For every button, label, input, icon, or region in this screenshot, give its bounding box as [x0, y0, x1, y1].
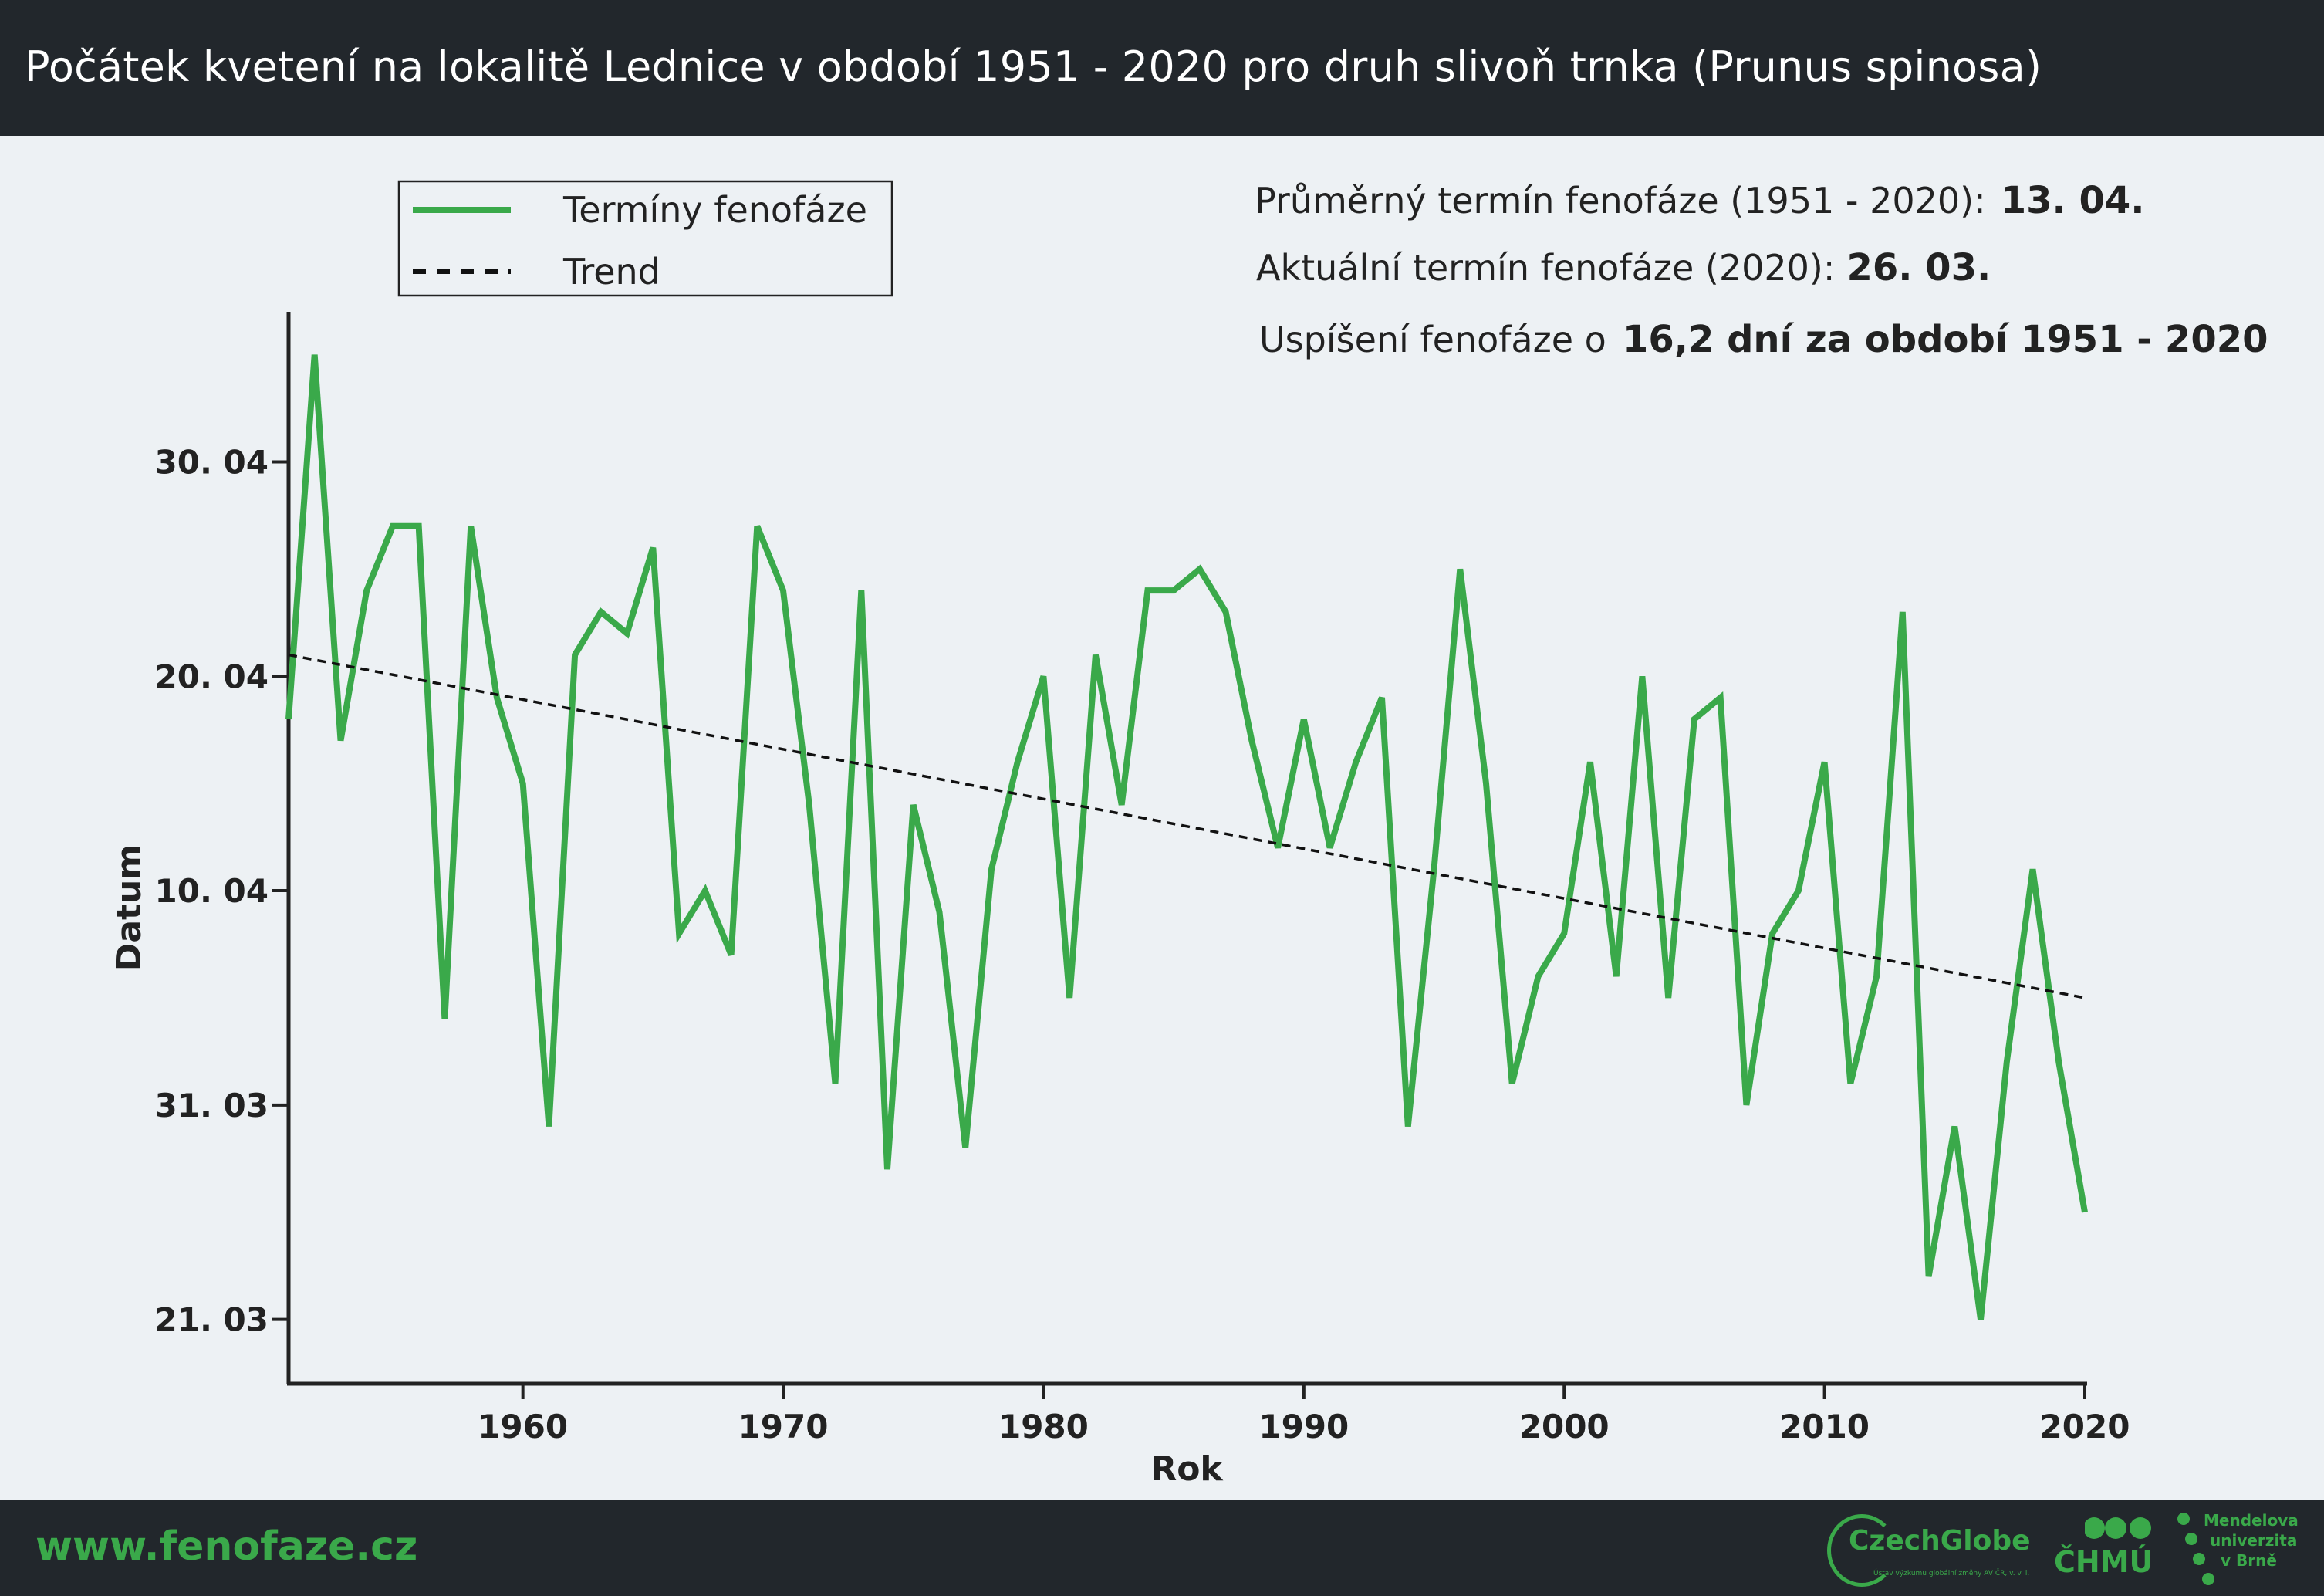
footer-url-link[interactable]: www.fenofaze.cz: [35, 1523, 418, 1570]
y-ticks: 21. 03 31. 03 10. 04 20. 04 30. 04: [155, 443, 289, 1339]
chmu-logo-text: ČHMÚ: [2054, 1545, 2153, 1579]
mendel-dots-icon: [2177, 1513, 2214, 1585]
czechglobe-logo: CzechGlobe Ústav výzkumu globální změny …: [1827, 1510, 2031, 1587]
x-ticks: 1960 1970 1980 1990 2000 2010 2020: [478, 1384, 2130, 1446]
mean-info: Průměrný termín fenofáze (1951 - 2020): …: [1255, 179, 2145, 222]
czechglobe-logo-text: CzechGlobe: [1849, 1525, 2031, 1557]
y-tick-label: 10. 04: [155, 872, 269, 910]
x-axis-label: Rok: [1150, 1449, 1224, 1489]
current-label: Aktuální termín fenofáze (2020):: [1256, 247, 1835, 289]
mean-value: 13. 04.: [2001, 179, 2145, 222]
czechglobe-ring-icon: [1827, 1514, 1897, 1587]
mendel-logo-text-2: univerzita: [2210, 1531, 2298, 1550]
x-tick-label: 1980: [998, 1408, 1089, 1446]
legend: Termíny fenofáze Trend: [397, 180, 893, 297]
shift-label: Uspíšení fenofáze o: [1259, 319, 1606, 360]
czechglobe-logo-subtext: Ústav výzkumu globální změny AV ČR, v. v…: [1873, 1570, 2030, 1577]
current-value: 26. 03.: [1846, 246, 1991, 289]
current-info: Aktuální termín fenofáze (2020): 26. 03.: [1256, 246, 1991, 289]
x-tick-label: 2020: [2040, 1408, 2130, 1446]
y-axis-label: Datum: [110, 844, 149, 971]
x-tick-label: 2000: [1519, 1408, 1610, 1446]
trend-line: [288, 653, 2086, 999]
header-bar: Počátek kvetení na lokalitě Lednice v ob…: [0, 0, 2324, 136]
shift-info: Uspíšení fenofáze o 16,2 dní za období 1…: [1259, 318, 2268, 361]
info-panel: Průměrný termín fenofáze (1951 - 2020): …: [1255, 179, 2268, 361]
y-tick-label: 21. 03: [155, 1301, 269, 1339]
mendel-logo-text-3: v Brně: [2221, 1551, 2277, 1570]
shift-value: 16,2 dní za období 1951 - 2020: [1623, 318, 2268, 361]
data-lines: [285, 354, 2088, 1320]
mendel-logo-text-1: Mendelova: [2204, 1511, 2299, 1530]
y-tick-label: 20. 04: [155, 658, 269, 695]
x-tick-label: 1970: [738, 1408, 829, 1446]
y-tick-label: 30. 04: [155, 443, 269, 481]
legend-trend-label: Trend: [562, 251, 660, 292]
mean-label: Průměrný termín fenofáze (1951 - 2020):: [1255, 180, 1986, 221]
legend-series-label: Termíny fenofáze: [562, 189, 867, 231]
x-tick-label: 1990: [1258, 1408, 1349, 1446]
x-tick-label: 2010: [1779, 1408, 1870, 1446]
x-tick-label: 1960: [478, 1408, 568, 1446]
chmu-logo: ČHMÚ: [2049, 1514, 2157, 1584]
page-title: Počátek kvetení na lokalitě Lednice v ob…: [25, 42, 2042, 91]
y-tick-label: 31. 03: [155, 1087, 269, 1124]
legend-box: [397, 180, 893, 297]
chmu-dots-icon: [2085, 1517, 2151, 1539]
mendel-logo: Mendelova univerzita v Brně: [2173, 1508, 2319, 1593]
series-line-termin-fenofaze: [285, 354, 2088, 1320]
footer-bar: www.fenofaze.cz CzechGlobe Ústav výzkumu…: [0, 1500, 2324, 1596]
